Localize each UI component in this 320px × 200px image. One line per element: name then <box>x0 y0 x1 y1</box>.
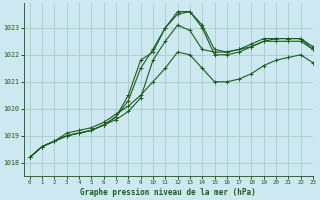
X-axis label: Graphe pression niveau de la mer (hPa): Graphe pression niveau de la mer (hPa) <box>80 188 256 197</box>
